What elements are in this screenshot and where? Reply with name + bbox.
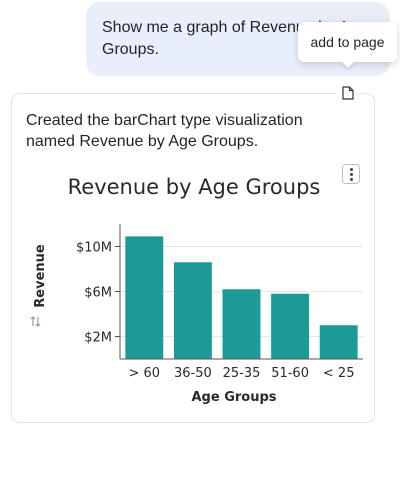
bar[interactable] (222, 289, 261, 359)
x-tick-label: 36-50 (174, 366, 212, 381)
y-tick-label: $6M (84, 286, 112, 301)
bar[interactable] (125, 236, 164, 359)
y-tick-label: $10M (76, 241, 112, 256)
y-axis-label: Revenue (33, 244, 48, 308)
kebab-menu-icon[interactable] (342, 164, 360, 184)
y-tick-label: $2M (84, 331, 112, 346)
x-tick-label: > 60 (129, 366, 161, 381)
bar[interactable] (319, 325, 358, 359)
chart-title: Revenue by Age Groups (68, 175, 321, 199)
sort-arrows-icon[interactable] (30, 316, 41, 327)
response-card: Created the barChart type visualization … (11, 93, 375, 423)
tooltip-arrow (341, 61, 355, 68)
x-axis-label: Age Groups (191, 390, 276, 405)
add-to-page-tooltip: add to page (298, 22, 397, 62)
x-tick-label: 25-35 (223, 366, 261, 381)
x-tick-label: 51-60 (271, 366, 309, 381)
page-icon (342, 86, 354, 100)
x-tick-label: < 25 (323, 366, 355, 381)
bar-chart: Revenue by Age Groups $2M $6M $10M > 60 36-… (30, 175, 363, 405)
bar[interactable] (271, 293, 310, 359)
tooltip-text: add to page (310, 34, 385, 50)
add-to-page-button[interactable] (336, 82, 360, 104)
response-text: Created the barChart type visualization … (26, 112, 303, 150)
bar[interactable] (173, 262, 212, 359)
